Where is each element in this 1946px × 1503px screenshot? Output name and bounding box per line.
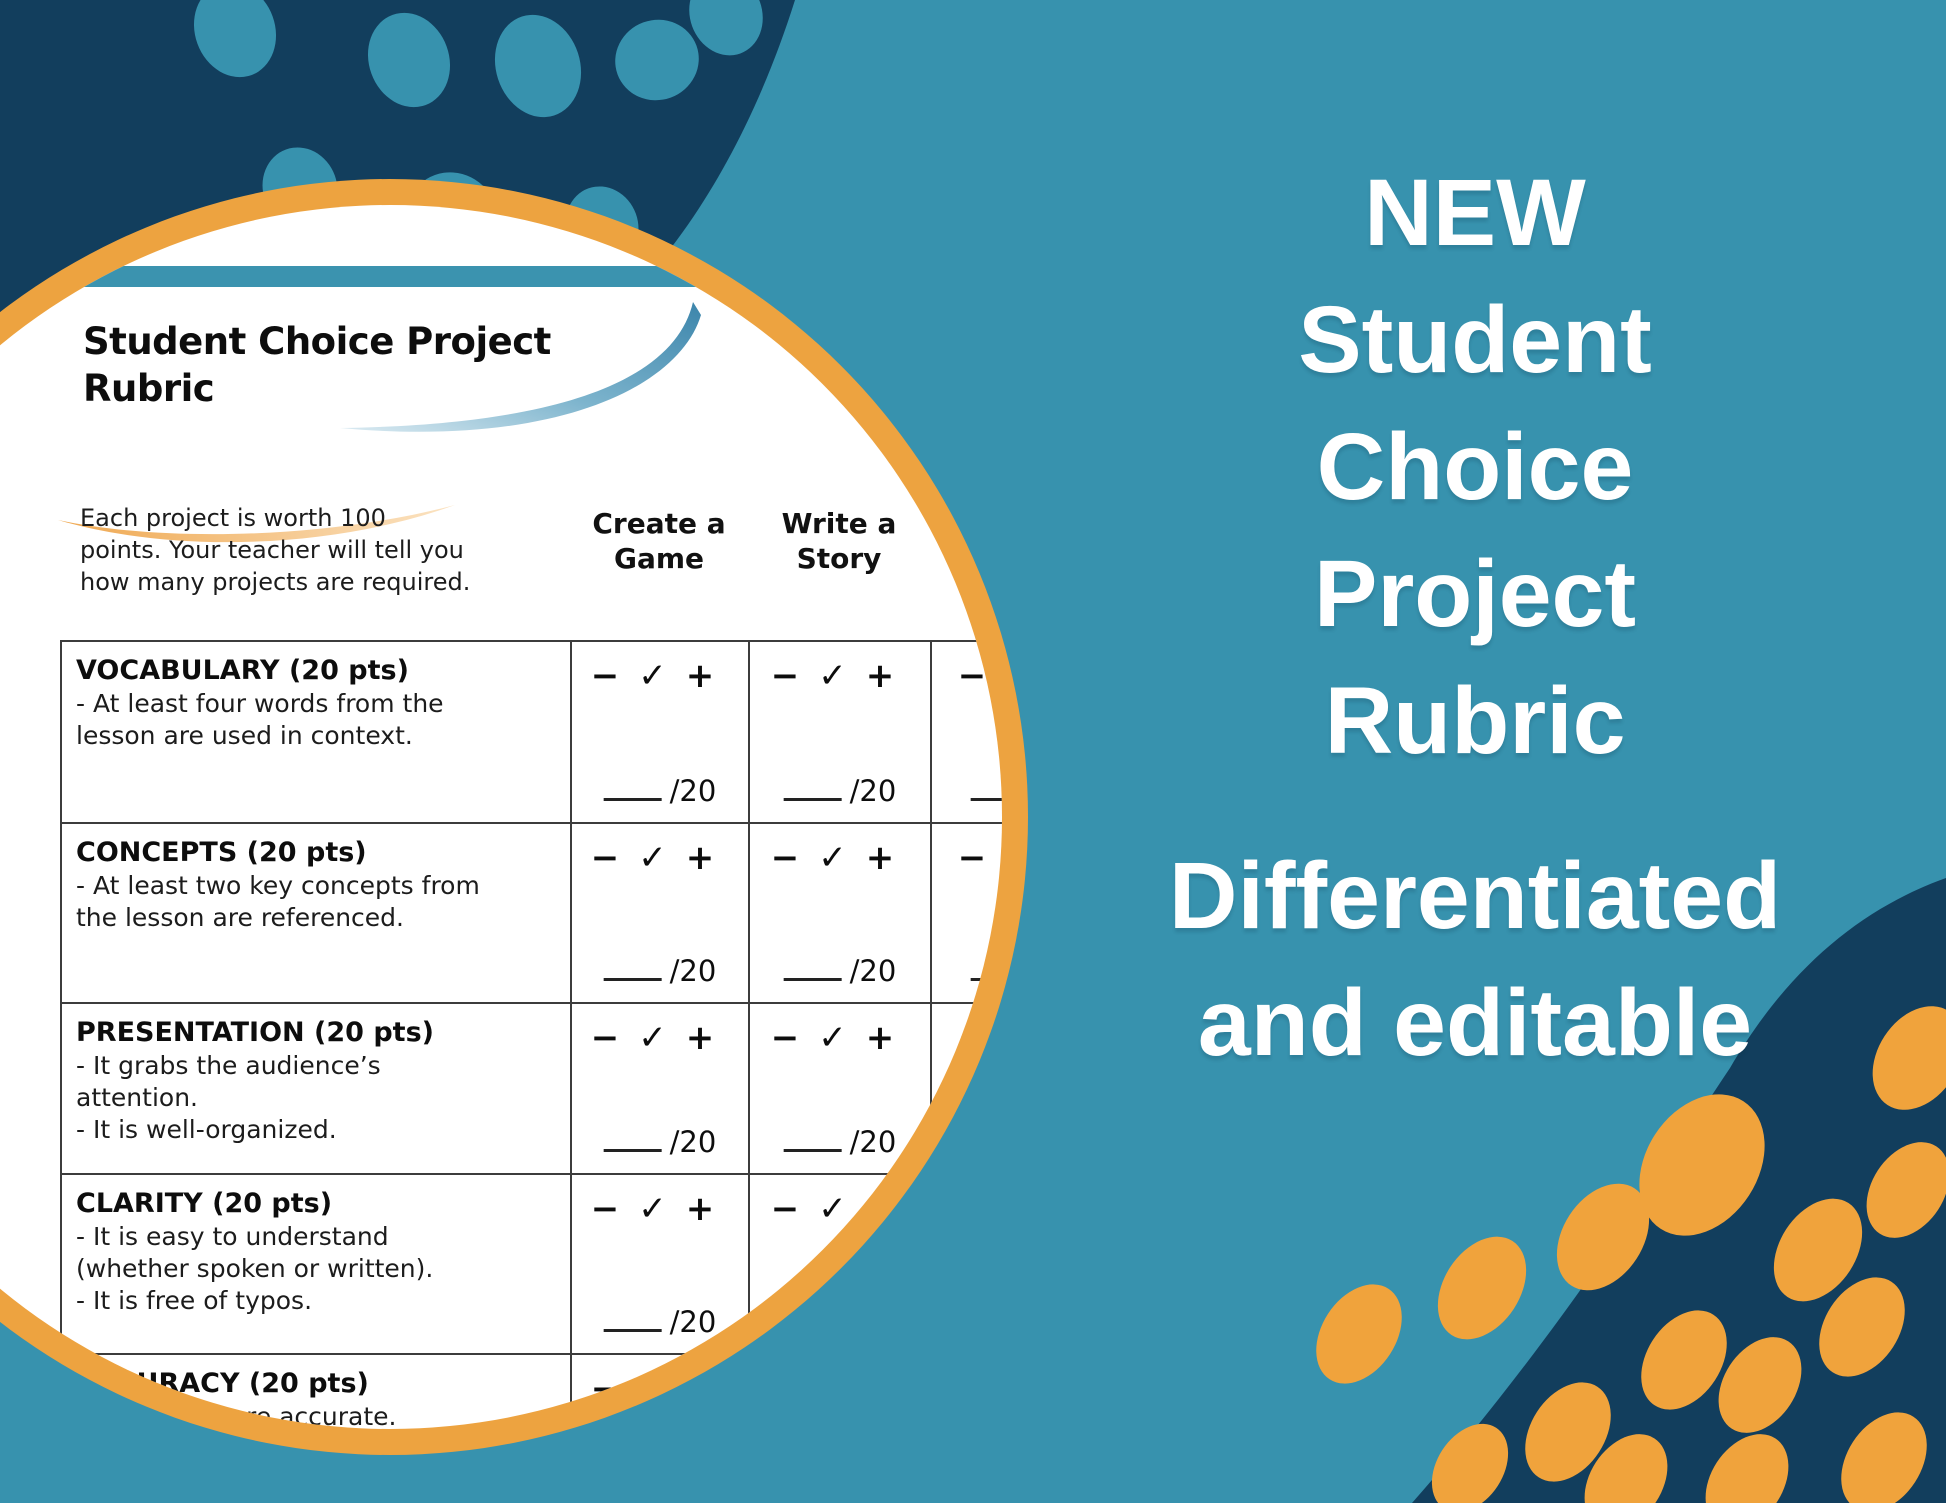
row-bullets: - All models are accurate. xyxy=(76,1402,397,1429)
table-row-clarity: CLARITY (20 pts) - It is easy to underst… xyxy=(62,1175,1002,1355)
promo-subtitle: Differentiated and editable xyxy=(1055,833,1895,1087)
row-title: VOCABULARY (20 pts) xyxy=(76,655,409,686)
row-title: ACCURACY (20 pts) xyxy=(76,1368,369,1399)
row-bullets: - It is easy to understand (whether spok… xyxy=(76,1222,434,1315)
table-row-accuracy: ACCURACY (20 pts) - All models are accur… xyxy=(62,1355,1002,1429)
row-bullets: - At least two key concepts from the les… xyxy=(76,871,480,932)
score-blank-line xyxy=(970,1303,1002,1332)
score-cell: −✓+ /20 xyxy=(930,824,1002,1002)
score-cell: −✓+ xyxy=(748,1355,930,1429)
score-blank-line xyxy=(783,952,842,981)
rubric-document: Student Choice Project Rubric Each proje… xyxy=(0,205,1002,1429)
score-cell: −✓+ xyxy=(930,1355,1002,1429)
row-title: CLARITY (20 pts) xyxy=(76,1188,333,1219)
minus-check-plus-marks: −✓+ xyxy=(770,656,910,696)
minus-check-plus-marks: −✓+ xyxy=(957,838,1002,878)
promo-title-line: Choice xyxy=(1316,414,1634,520)
column-header-write-a-story: Write a Story xyxy=(781,507,897,575)
document-title: Student Choice Project Rubric xyxy=(83,320,551,410)
score-cell: −✓+ /20 xyxy=(930,1175,1002,1353)
column-header-create-a-game: Create a Game xyxy=(592,507,726,575)
score-cell: −✓+ /20 xyxy=(570,1004,748,1173)
score-blank-line xyxy=(603,772,662,801)
score-blank-line xyxy=(783,1303,842,1332)
swoosh-logo xyxy=(58,302,701,543)
score-cell: −✓+ /20 xyxy=(930,1004,1002,1173)
document-header-bar xyxy=(0,266,1002,287)
score-denominator: /20 xyxy=(849,1305,897,1339)
minus-check-plus-marks: −✓+ xyxy=(770,1018,910,1058)
row-bullets: - At least four words from the lesson ar… xyxy=(76,689,444,750)
minus-check-plus-marks: −✓+ xyxy=(590,1369,730,1409)
rubric-table: VOCABULARY (20 pts) - At least four word… xyxy=(60,640,1002,1429)
minus-check-plus-marks: −✓+ xyxy=(770,1369,910,1409)
minus-check-plus-marks: −✓+ xyxy=(590,1189,730,1229)
minus-check-plus-marks: −✓+ xyxy=(957,656,1002,696)
promo-subtitle-line: Differentiated xyxy=(1168,843,1782,949)
score-cell: −✓+ /20 xyxy=(748,1004,930,1173)
minus-check-plus-marks: −✓+ xyxy=(957,1369,1002,1409)
score-denominator: /20 xyxy=(669,774,717,808)
score-cell: −✓+ xyxy=(570,1355,748,1429)
score-blank-line xyxy=(783,1123,842,1152)
table-row-concepts: CONCEPTS (20 pts) - At least two key con… xyxy=(62,824,1002,1004)
score-blank-line xyxy=(603,1123,662,1152)
minus-check-plus-marks: −✓+ xyxy=(957,1018,1002,1058)
row-title: CONCEPTS (20 pts) xyxy=(76,837,367,868)
score-cell: −✓+ /20 xyxy=(748,1175,930,1353)
orange-swoosh-icon xyxy=(58,505,455,543)
score-cell: −✓+ /20 xyxy=(748,824,930,1002)
score-denominator: /20 xyxy=(669,954,717,988)
score-denominator: /20 xyxy=(849,1125,897,1159)
score-cell: −✓+ /20 xyxy=(748,642,930,822)
minus-check-plus-marks: −✓+ xyxy=(590,656,730,696)
promo-title: NEW Student Choice Project Rubric xyxy=(1055,150,1895,785)
score-cell: −✓+ /20 xyxy=(570,642,748,822)
score-cell: −✓+ /20 xyxy=(570,1175,748,1353)
minus-check-plus-marks: −✓+ xyxy=(770,1189,910,1229)
score-blank-line xyxy=(970,952,1002,981)
minus-check-plus-marks: −✓+ xyxy=(590,1018,730,1058)
minus-check-plus-marks: −✓+ xyxy=(590,838,730,878)
minus-check-plus-marks: −✓+ xyxy=(770,838,910,878)
blue-swoosh-icon xyxy=(340,302,701,432)
promo-subtitle-line: and editable xyxy=(1197,970,1753,1076)
score-blank-line xyxy=(783,772,842,801)
intro-text: Each project is worth 100 points. Your t… xyxy=(80,504,471,596)
score-cell: −✓+ /20 xyxy=(570,824,748,1002)
promo-title-line: NEW xyxy=(1364,160,1586,266)
promo-title-line: Project xyxy=(1313,541,1637,647)
score-blank-line xyxy=(603,1303,662,1332)
score-blank-line xyxy=(603,952,662,981)
score-denominator: /20 xyxy=(669,1305,717,1339)
score-blank-line xyxy=(970,1123,1002,1152)
table-row-vocabulary: VOCABULARY (20 pts) - At least four word… xyxy=(62,642,1002,824)
score-denominator: /20 xyxy=(849,774,897,808)
score-cell: −✓+ /20 xyxy=(930,642,1002,822)
document-preview-circle: Student Choice Project Rubric Each proje… xyxy=(0,205,1002,1429)
row-title: PRESENTATION (20 pts) xyxy=(76,1017,435,1048)
score-blank-line xyxy=(970,772,1002,801)
minus-check-plus-marks: −✓+ xyxy=(957,1189,1002,1229)
table-row-presentation: PRESENTATION (20 pts) - It grabs the aud… xyxy=(62,1004,1002,1175)
score-denominator: /20 xyxy=(849,954,897,988)
score-denominator: /20 xyxy=(669,1125,717,1159)
promo-title-line: Rubric xyxy=(1324,668,1626,774)
orange-dots xyxy=(1316,1006,1946,1503)
row-bullets: - It grabs the audience’s attention. - I… xyxy=(76,1051,381,1144)
promo-title-line: Student xyxy=(1298,287,1652,393)
